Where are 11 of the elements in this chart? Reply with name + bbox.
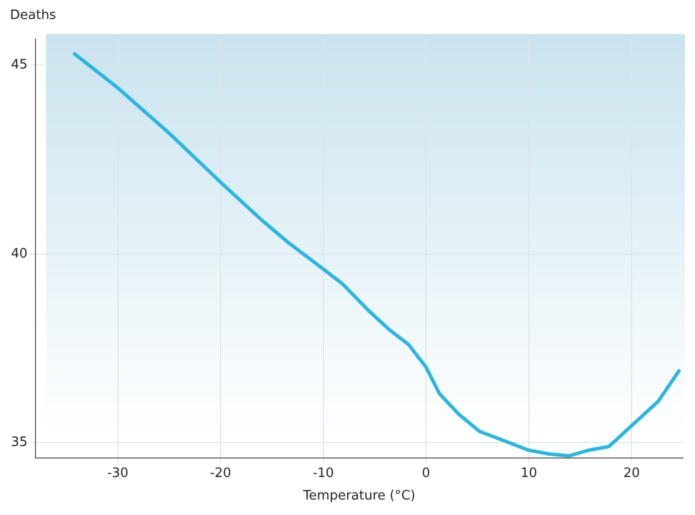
x-tick-label: -10 [312,466,334,481]
y-tick-label: 40 [10,246,28,262]
y-tick-label: 45 [10,58,28,73]
x-tick-label: 20 [623,466,640,481]
x-tick-label: -20 [210,466,232,481]
y-axis-title: Deaths [10,8,56,23]
x-tick-label: 0 [422,466,430,481]
x-tick-label: 10 [520,466,538,481]
x-axis-title: Temperature (°C) [302,488,416,504]
x-tick-label: -30 [107,466,128,481]
y-tick-label: 35 [10,435,28,450]
